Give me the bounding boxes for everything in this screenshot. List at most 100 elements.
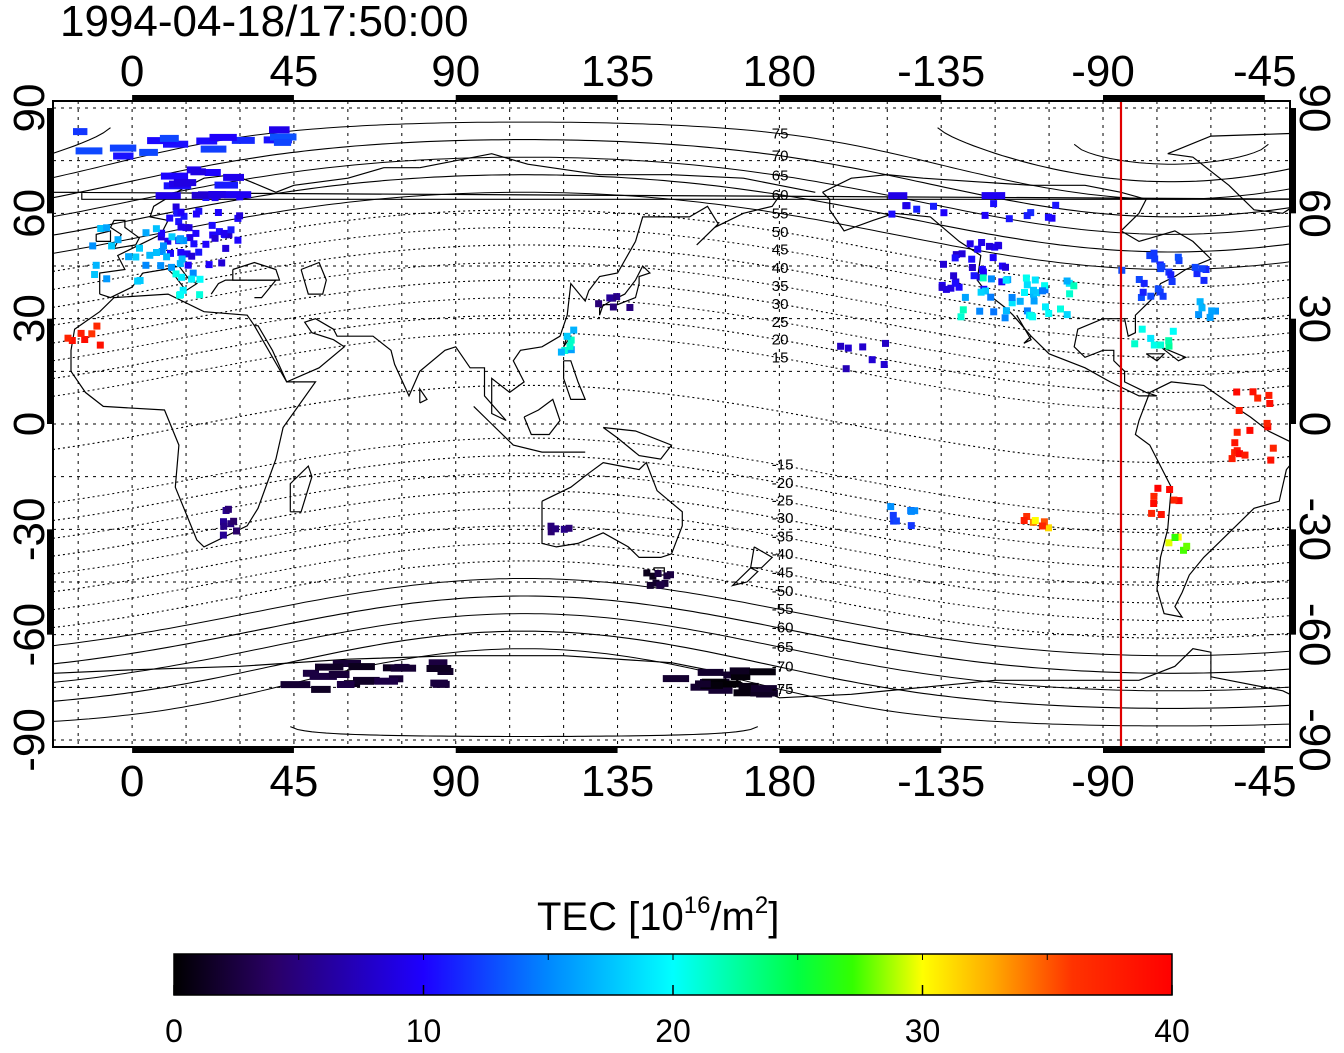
tec-point: [153, 249, 160, 256]
maglat-label: 35: [772, 278, 789, 295]
tec-point: [1052, 201, 1060, 209]
tec-point: [1002, 263, 1009, 271]
tec-point: [977, 288, 985, 296]
tec-point: [1030, 286, 1037, 294]
tec-point: [1235, 407, 1243, 414]
maglat-contour: [53, 209, 1290, 288]
tec-point: [1140, 279, 1148, 287]
frame-segment: [1290, 318, 1296, 424]
frame-segment: [1103, 95, 1265, 101]
tec-point: [177, 223, 185, 231]
coastline-segment: [53, 191, 1290, 200]
tec-point: [336, 681, 355, 688]
tec-point: [188, 252, 196, 260]
tec-point: [987, 293, 995, 301]
tec-point: [626, 304, 634, 311]
tec-point: [186, 234, 194, 242]
tec-point: [1154, 285, 1162, 293]
tec-point: [190, 168, 206, 176]
tec-point: [951, 254, 959, 262]
tec-point: [695, 680, 711, 688]
tec-point: [979, 274, 987, 282]
tec-point: [1165, 342, 1173, 350]
magnetic-latitude-labels: 75706560555045403530252015-15-20-25-30-3…: [772, 125, 794, 698]
tec-point: [907, 507, 915, 515]
tec-point: [202, 240, 210, 248]
tec-point: [1146, 252, 1154, 260]
tec-point: [750, 689, 778, 697]
tec-point: [214, 209, 222, 216]
tec-point: [1159, 292, 1167, 300]
tec-point: [718, 680, 741, 688]
maglat-label: 50: [772, 224, 789, 241]
maglat-label: -60: [772, 620, 794, 637]
tec-point: [738, 682, 759, 690]
tec-point: [103, 275, 111, 283]
tec-point: [1180, 546, 1187, 554]
tec-point: [219, 531, 227, 539]
tec-point: [595, 300, 603, 308]
tec-point: [887, 503, 895, 511]
maglat-contour: [53, 437, 1290, 516]
tec-point: [158, 229, 166, 237]
tec-point: [1198, 265, 1206, 273]
tec-point: [1139, 288, 1147, 296]
tec-point: [970, 272, 978, 280]
tec-point: [654, 570, 662, 577]
tec-point: [1045, 524, 1052, 532]
tec-point: [93, 322, 101, 330]
tec-point: [1183, 542, 1191, 550]
maglat-contour: [53, 595, 1290, 674]
tec-point: [1008, 294, 1016, 301]
tec-point: [1269, 444, 1277, 452]
maglat-label: 60: [772, 187, 789, 204]
maglat-label: -20: [772, 475, 794, 492]
tec-point: [1174, 253, 1182, 261]
tec-point: [1267, 456, 1275, 464]
tec-point: [609, 303, 617, 311]
coastline-segment: [822, 174, 1212, 397]
tec-point: [976, 307, 984, 315]
tec-point: [315, 663, 344, 671]
tec-point: [1147, 292, 1155, 300]
tec-point: [273, 138, 292, 146]
tec-point: [880, 361, 888, 368]
tec-point: [968, 264, 976, 271]
lat-tick-label: 0: [1290, 412, 1339, 436]
coastline-segment: [602, 426, 673, 460]
maglat-label: 30: [772, 296, 789, 313]
maglat-contour: [53, 226, 1290, 306]
tec-point: [328, 671, 350, 678]
tec-point: [1208, 307, 1216, 315]
tec-point: [125, 253, 133, 261]
tec-point: [889, 511, 897, 519]
tec-point: [663, 572, 671, 580]
tec-point: [1031, 276, 1039, 284]
tec-point: [208, 191, 226, 198]
tec-point: [1031, 517, 1039, 524]
tec-point: [1233, 388, 1241, 396]
tec-point: [230, 517, 238, 525]
frame-segment: [1290, 108, 1296, 214]
tec-point: [196, 291, 204, 299]
tec-point: [136, 244, 143, 252]
tec-point: [159, 134, 179, 142]
lon-tick-label: -90: [1071, 757, 1135, 806]
tec-point: [1148, 509, 1156, 517]
tec-point: [730, 673, 751, 680]
lat-tick-label: -60: [5, 603, 54, 667]
tec-point: [302, 669, 319, 677]
maglat-contour: [53, 262, 1290, 341]
tec-point: [1045, 310, 1053, 317]
tec-point: [1063, 277, 1071, 285]
lon-tick-label: -135: [897, 757, 985, 806]
maglat-label: 75: [772, 125, 789, 142]
tec-point: [1027, 312, 1035, 320]
tec-point: [913, 205, 921, 213]
tec-point: [426, 665, 452, 672]
tec-point: [979, 268, 987, 276]
tec-point: [68, 337, 76, 344]
tec-point: [211, 234, 219, 242]
lat-tick-label: 90: [1290, 84, 1339, 133]
